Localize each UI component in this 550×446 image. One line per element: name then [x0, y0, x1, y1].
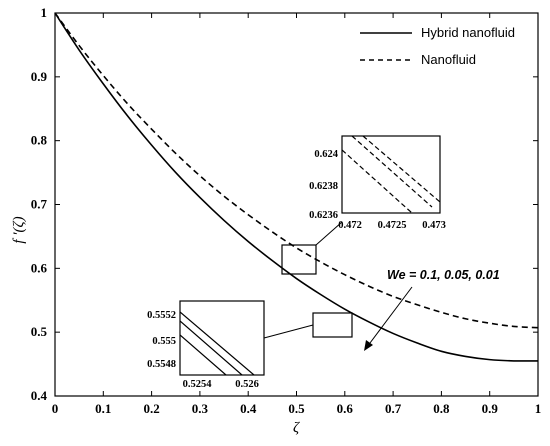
y-tick-label: 0.4 [31, 388, 48, 403]
x-tick-label: 0.1 [95, 401, 111, 416]
inset-upper-ytick-3: 0.6236 [309, 210, 338, 221]
legend-label-nanofluid: Nanofluid [421, 52, 476, 67]
x-tick-label: 0.9 [482, 401, 499, 416]
x-tick-label: 0.6 [337, 401, 354, 416]
inset-upper-ytick-2: 0.6238 [309, 181, 338, 192]
series-lines [54, 12, 539, 362]
inset-upper-xtick-2: 0.4725 [378, 220, 407, 231]
legend: Hybrid nanofluid Nanofluid [354, 20, 534, 72]
inset-lower-ytick-1: 0.5552 [147, 310, 176, 321]
zoom-box-lower [312, 312, 353, 338]
inset-upper-line-2 [362, 136, 440, 203]
inset-upper-lines [342, 136, 440, 213]
inset-lower-xtick-2: 0.526 [235, 379, 259, 390]
y-tick-label: 0.8 [31, 133, 48, 148]
inset-lower-line-1 [180, 311, 255, 375]
x-ticks: 0 0.1 0.2 0.3 0.4 0.5 0.6 0.7 0.8 0.9 1 [52, 13, 542, 416]
inset-lower-ytick-2: 0.555 [152, 336, 176, 347]
zoom-connector-upper [315, 221, 343, 246]
x-tick-label: 0.5 [288, 401, 305, 416]
y-tick-label: 0.9 [31, 69, 48, 84]
zoom-connector-lower [263, 324, 314, 339]
inset-lower-frame [179, 300, 265, 376]
x-tick-label: 0.7 [385, 401, 402, 416]
y-tick-label: 1 [41, 5, 48, 20]
inset-lower-line-3 [180, 334, 227, 375]
inset-upper-line-1 [351, 136, 433, 208]
x-tick-label: 0.2 [143, 401, 159, 416]
inset-upper-ytick-1: 0.624 [314, 149, 338, 160]
y-tick-label: 0.6 [31, 260, 48, 275]
series-line-hybrid-nanofluid [54, 12, 539, 362]
x-axis-label: ζ [293, 420, 300, 436]
annotation-arrow-shaft [366, 286, 413, 348]
y-axis-label: f ′(ζ) [11, 216, 27, 243]
x-tick-label: 0.4 [240, 401, 257, 416]
inset-upper-xtick-1: 0.472 [338, 220, 362, 231]
x-tick-label: 0 [52, 401, 59, 416]
we-annotation: We = 0.1, 0.05, 0.01 [387, 268, 500, 282]
x-tick-label: 0.8 [433, 401, 450, 416]
y-tick-label: 0.7 [31, 197, 48, 212]
x-tick-label: 0.3 [192, 401, 209, 416]
inset-upper-xtick-3: 0.473 [422, 220, 446, 231]
legend-label-hybrid: Hybrid nanofluid [421, 25, 515, 40]
inset-upper: 0.624 0.6238 0.6236 0.472 0.4725 0.473 [309, 135, 446, 231]
legend-box [354, 20, 534, 72]
inset-lower-line-2 [180, 320, 243, 375]
inset-lower-ytick-3: 0.5548 [147, 359, 176, 370]
y-tick-label: 0.5 [31, 324, 48, 339]
zoom-box-upper [281, 244, 317, 275]
inset-lower: 0.5552 0.555 0.5548 0.5254 0.526 [147, 300, 265, 390]
series-line-nanofluid [54, 12, 539, 329]
inset-lower-lines [180, 311, 255, 375]
plot-frame [54, 12, 539, 397]
inset-lower-xtick-1: 0.5254 [183, 379, 213, 390]
annotation-arrow-head [364, 340, 373, 351]
x-tick-label: 1 [535, 401, 542, 416]
